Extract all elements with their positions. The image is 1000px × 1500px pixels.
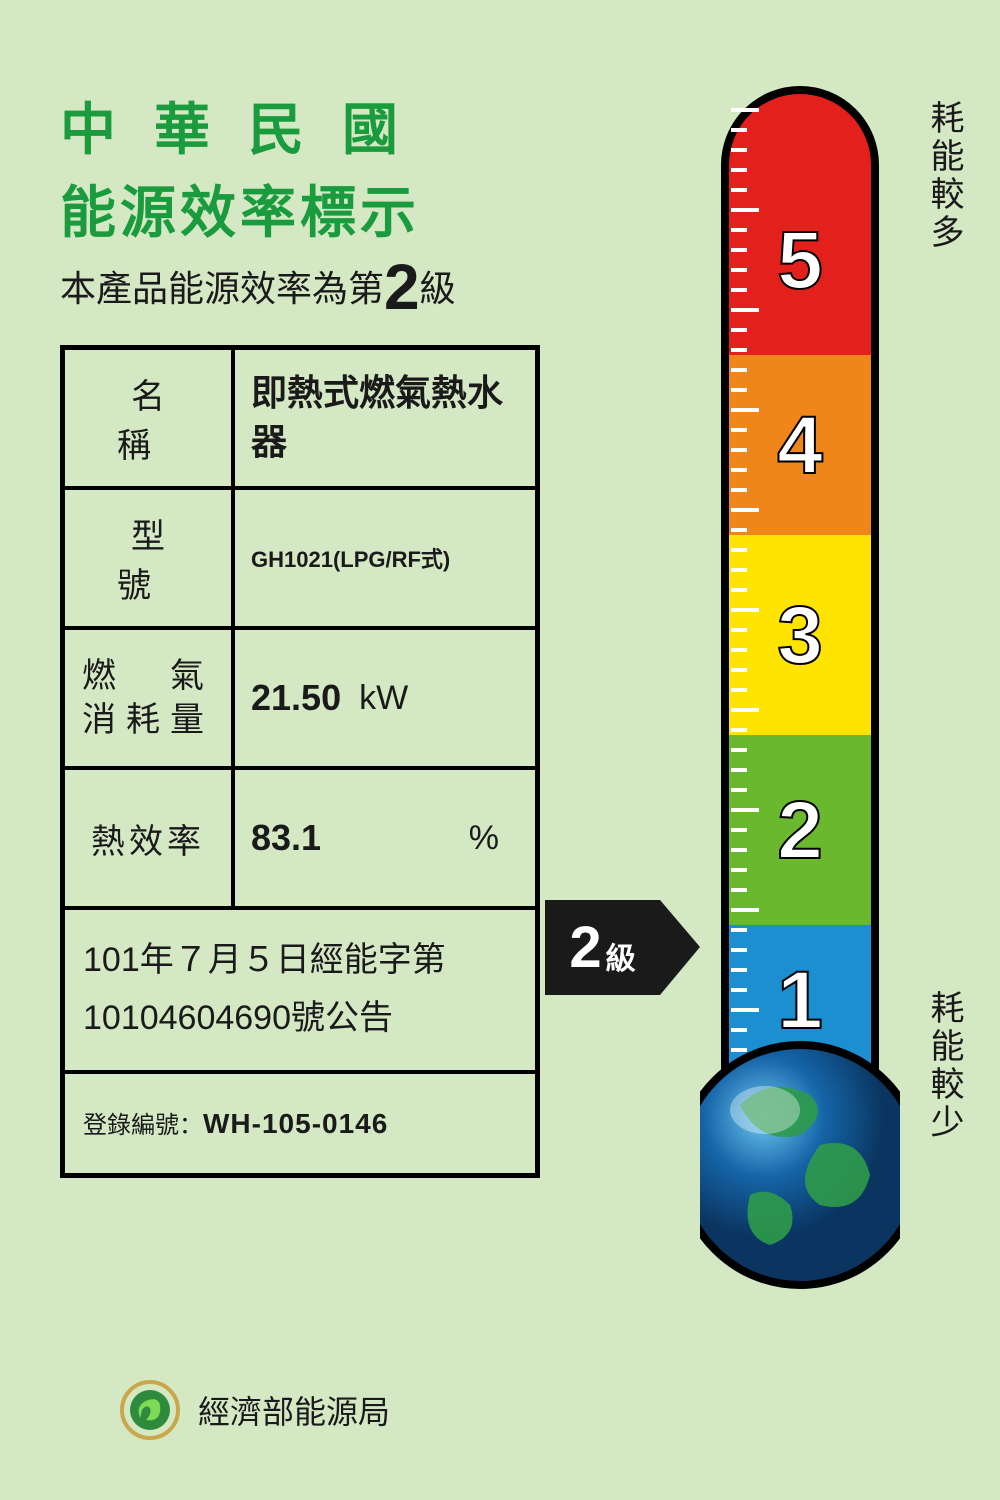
value-name: 即熱式燃氣熱水器 [235, 350, 535, 486]
row-announcement: 101年７月５日經能字第10104604690號公告 [65, 910, 535, 1074]
label-low-consumption: 耗能較少 [920, 990, 969, 1142]
svg-text:4: 4 [777, 400, 823, 491]
pointer-body: 2 級 [545, 900, 660, 995]
label-high-consumption: 耗能較多 [920, 100, 969, 252]
subtitle-post: 級 [420, 268, 456, 309]
label-name: 名稱 [65, 350, 235, 486]
svg-text:1: 1 [777, 955, 823, 1046]
pointer-number: 2 [569, 914, 601, 981]
svg-text:2: 2 [777, 785, 823, 876]
title-line1: 中華民國 [60, 85, 436, 166]
subtitle-level-number: 2 [384, 251, 420, 323]
row-registration: 登錄編號：WH-105-0146 [65, 1074, 535, 1174]
svg-text:3: 3 [777, 590, 823, 681]
row-name: 名稱 即熱式燃氣熱水器 [65, 350, 535, 490]
row-efficiency: 熱效率 83.1 % [65, 770, 535, 910]
row-gas: 燃 氣 消耗量 21.50 kW [65, 630, 535, 770]
info-table: 名稱 即熱式燃氣熱水器 型號 GH1021(LPG/RF式) 燃 氣 消耗量 2… [60, 345, 540, 1178]
agency-name: 經濟部能源局 [198, 1387, 390, 1433]
pointer-arrow-icon [660, 900, 700, 995]
efficiency-subtitle: 本產品能源效率為第2級 [60, 250, 456, 324]
subtitle-pre: 本產品能源效率為第 [60, 268, 384, 309]
value-gas: 21.50 kW [235, 630, 535, 766]
label-gas: 燃 氣 消耗量 [65, 630, 235, 766]
thermometer-graphic: 5 4 3 2 1 [700, 80, 900, 1360]
agency-logo-icon [120, 1380, 180, 1440]
agency-block: 經濟部能源局 [120, 1380, 390, 1440]
svg-text:5: 5 [777, 215, 823, 306]
label-efficiency: 熱效率 [65, 770, 235, 906]
header-title: 中華民國 能源效率標示 [60, 85, 436, 249]
pointer-level-text: 級 [606, 934, 636, 978]
level-pointer: 2 級 [545, 900, 700, 995]
value-efficiency: 83.1 % [235, 770, 535, 906]
label-model: 型號 [65, 490, 235, 626]
row-model: 型號 GH1021(LPG/RF式) [65, 490, 535, 630]
title-line2: 能源效率標示 [60, 168, 436, 249]
value-model: GH1021(LPG/RF式) [235, 490, 535, 626]
